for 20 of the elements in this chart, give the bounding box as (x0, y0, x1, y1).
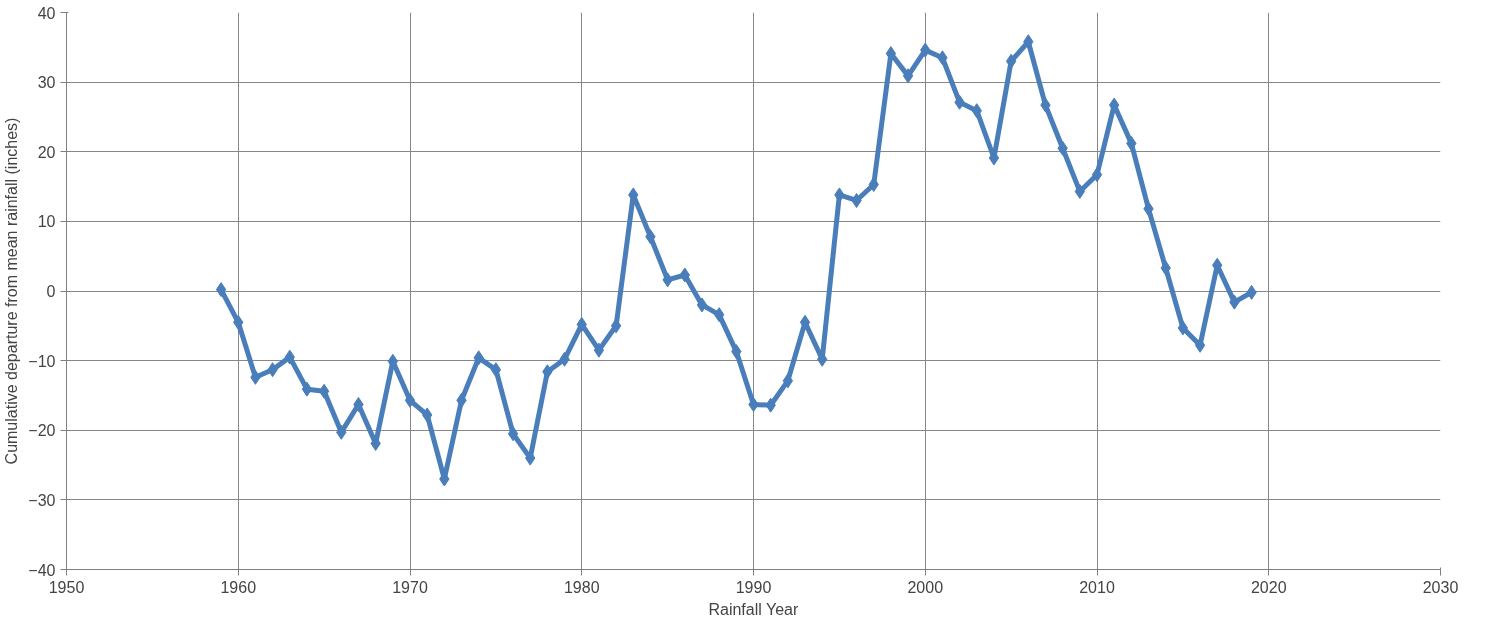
x-tick-label: 1980 (563, 578, 600, 596)
x-tick-label: 2020 (1250, 578, 1287, 596)
x-tick-label: 1960 (220, 578, 257, 596)
y-tick-label: 0 (46, 283, 56, 300)
y-tick-label: −10 (28, 352, 56, 370)
x-axis-title: Rainfall Year (708, 600, 799, 618)
y-tick-label: −20 (28, 422, 56, 440)
y-tick-label: 10 (37, 213, 56, 231)
y-axis-title: Cumulative departure from mean rainfall (inches) (3, 117, 21, 465)
y-tick-label: 20 (37, 143, 56, 161)
x-tick-label: 1970 (392, 578, 428, 596)
y-tick-label: −40 (28, 561, 56, 579)
x-tick-label: 1990 (735, 578, 772, 596)
x-tick-label: 2000 (907, 578, 944, 596)
y-tick-label: 30 (37, 74, 56, 92)
x-tick-label: 2010 (1079, 578, 1115, 596)
x-tick-label: 1950 (48, 578, 85, 596)
x-tick-label: 2030 (1422, 578, 1459, 596)
y-tick-label: −30 (28, 491, 56, 509)
y-tick-label: 40 (37, 4, 56, 22)
